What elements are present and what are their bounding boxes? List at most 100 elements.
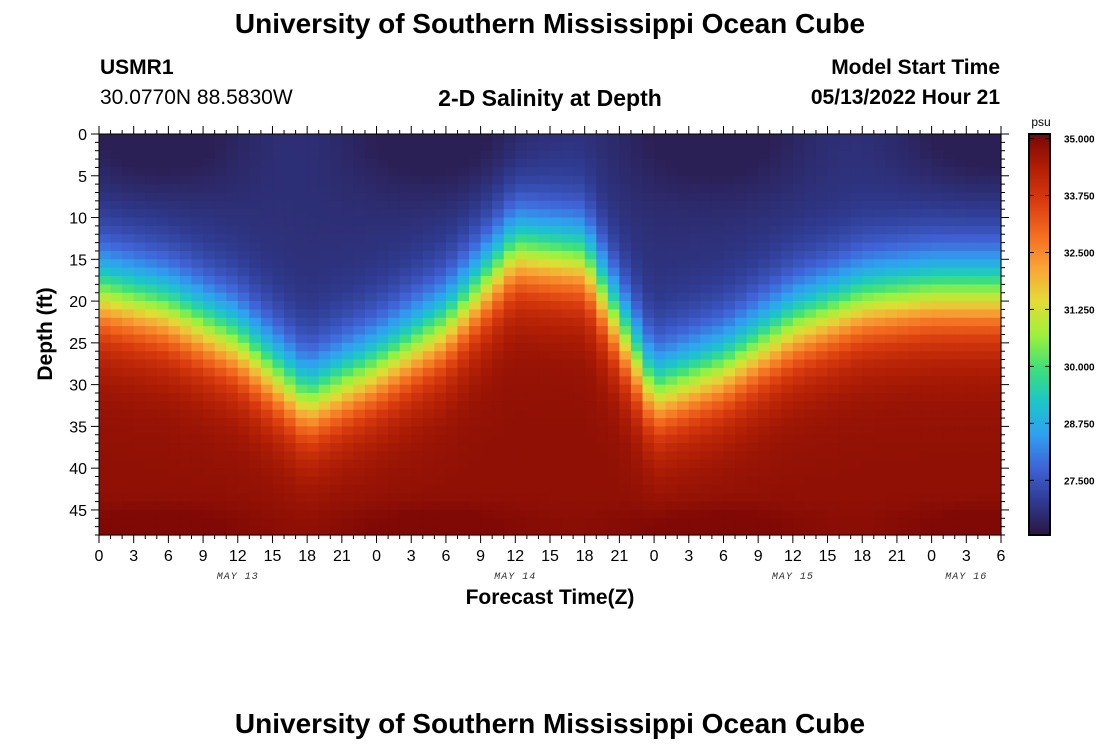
heatmap-cell [839,309,852,319]
heatmap-cell [538,317,551,327]
heatmap-cell [630,159,644,169]
heatmap-cell [214,217,227,227]
heatmap-cell [538,334,551,344]
heatmap-cell [735,326,748,336]
heatmap-cell [630,326,644,336]
heatmap-cell [920,493,933,503]
heatmap-cell [515,292,528,302]
heatmap-cell [700,359,713,369]
heatmap-cell [769,276,782,285]
model-start-value: 05/13/2022 Hour 21 [810,86,1000,109]
heatmap-cell [642,493,655,503]
heatmap-cell [792,225,806,235]
heatmap-cell [688,267,701,277]
heatmap-cell [700,250,713,260]
heatmap-cell [815,468,829,478]
heatmap-cell [411,167,424,177]
heatmap-cell [445,359,459,369]
heatmap-cell [654,259,667,269]
x-tick-label: 0 [927,548,936,565]
heatmap-cell [503,217,516,227]
heatmap-cell [110,217,123,227]
heatmap-cell [573,301,586,311]
heatmap-cell [619,468,632,478]
heatmap-cell [827,301,840,311]
heatmap-cell [804,242,817,252]
heatmap-cell [214,242,227,252]
heatmap-cell [503,175,516,185]
heatmap-cell [376,150,389,160]
heatmap-cell [330,142,343,152]
heatmap-cell [364,426,378,436]
heatmap-cell [179,526,193,536]
heatmap-cell [781,426,794,436]
heatmap-cell [191,501,204,511]
heatmap-cell [931,184,944,194]
heatmap-cell [526,267,540,277]
heatmap-cell [977,175,991,185]
heatmap-cell [619,267,632,277]
heatmap-cell [526,459,540,469]
heatmap-cell [133,326,146,336]
heatmap-cell [630,301,644,311]
heatmap-cell [457,134,470,143]
heatmap-cell [561,184,574,194]
heatmap-cell [480,284,493,294]
date-labels: MAY 13 MAY 14 MAY 15 MAY 16 [217,572,987,583]
heatmap-cell [954,167,967,177]
heatmap-cell [908,134,921,143]
heatmap-cell [711,359,725,369]
heatmap-cell [122,184,135,194]
heatmap-cell [573,150,586,160]
heatmap-cell [526,284,540,294]
heatmap-cell [723,317,736,327]
heatmap-cell [561,234,574,244]
heatmap-cell [122,359,135,369]
colorbar-tick-label: 31.250 [1064,305,1095,316]
heatmap-cell [434,443,447,453]
heatmap-cell [931,334,944,344]
heatmap-cell [827,376,840,386]
heatmap-cell [515,167,528,177]
heatmap-cell [156,351,169,361]
heatmap-cell [179,142,193,152]
heatmap-cell [422,518,435,528]
heatmap-cell [411,501,424,511]
heatmap-cell [769,326,782,336]
heatmap-cell [758,351,771,361]
heatmap-cell [156,150,169,160]
heatmap-cell [630,184,644,194]
heatmap-cell [388,242,401,252]
heatmap-cell [607,459,620,469]
heatmap-cell [422,167,435,177]
heatmap-cell [284,200,297,210]
heatmap-cell [445,401,459,411]
heatmap-cell [469,518,482,528]
heatmap-cell [550,459,563,469]
heatmap-cell [341,234,355,244]
heatmap-cell [677,451,690,461]
heatmap-cell [376,209,389,219]
heatmap-cell [920,443,933,453]
heatmap-cell [677,225,690,235]
heatmap-cell [503,142,516,152]
heatmap-cell [515,150,528,160]
heatmap-cell [203,484,216,494]
heatmap-cell [573,459,586,469]
heatmap-cell [920,259,933,269]
heatmap-cell [677,234,690,244]
heatmap-cell [492,225,505,235]
heatmap-cell [642,468,655,478]
heatmap-cell [943,134,956,143]
heatmap-cell [908,192,921,202]
heatmap-cell [295,468,308,478]
heatmap-cell [110,234,123,244]
heatmap-cell [515,418,528,427]
heatmap-cell [989,301,1002,311]
heatmap-cell [873,434,886,444]
heatmap-cell [503,326,516,336]
heatmap-cell [179,209,193,219]
heatmap-cell [711,242,725,252]
heatmap-cell [388,250,401,260]
heatmap-cell [503,259,516,269]
